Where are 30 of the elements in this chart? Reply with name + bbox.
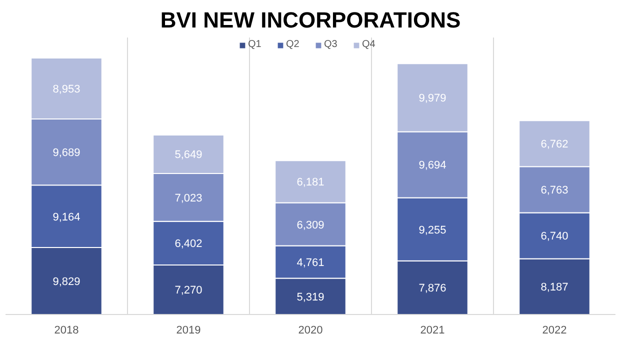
data-label: 9,689 [52, 147, 80, 160]
legend-label: Q1 [248, 39, 262, 50]
data-label: 8,187 [540, 282, 568, 294]
x-tick-label: 2021 [420, 324, 445, 336]
data-label: 9,829 [52, 276, 80, 288]
data-label: 4,761 [296, 257, 324, 270]
data-label: 6,309 [296, 219, 324, 232]
data-label: 5,319 [296, 291, 324, 304]
data-label: 8,953 [52, 84, 80, 96]
x-tick-label: 2018 [54, 324, 79, 336]
chart-title: BVI NEW INCORPORATIONS [160, 8, 461, 32]
data-label: 5,649 [174, 149, 202, 162]
legend-label: Q3 [324, 39, 338, 50]
legend-label: Q2 [286, 39, 300, 50]
data-label: 9,979 [418, 92, 446, 105]
data-label: 9,694 [418, 160, 446, 172]
data-label: 6,181 [296, 176, 324, 189]
data-label: 9,164 [52, 211, 80, 224]
data-label: 7,023 [174, 192, 202, 204]
legend-label: Q4 [362, 39, 376, 50]
x-tick-label: 2022 [542, 324, 567, 336]
x-tick-label: 2019 [176, 324, 201, 336]
data-label: 9,255 [418, 224, 446, 236]
data-label: 6,402 [174, 238, 202, 250]
data-label: 6,762 [540, 138, 568, 151]
data-label: 7,270 [174, 284, 202, 297]
data-label: 7,876 [418, 282, 446, 295]
data-label: 6,763 [540, 184, 568, 197]
x-tick-label: 2020 [298, 324, 323, 336]
data-label: 6,740 [540, 230, 568, 243]
